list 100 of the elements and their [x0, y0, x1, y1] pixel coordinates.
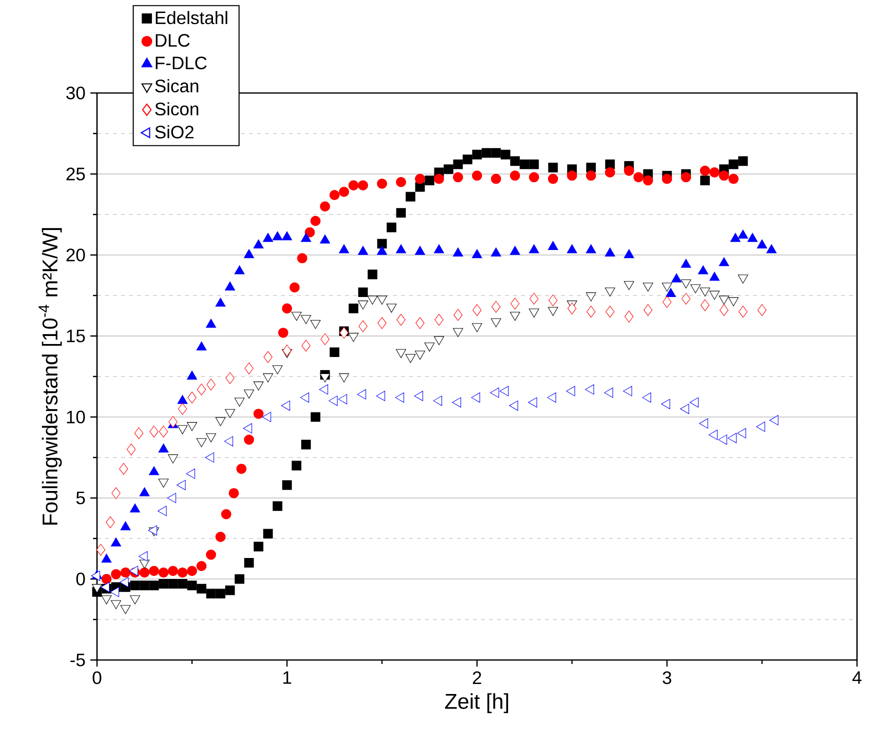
point [253, 239, 264, 248]
point [101, 595, 112, 604]
point [228, 488, 239, 498]
point [168, 416, 178, 428]
point [510, 312, 520, 321]
point [490, 174, 502, 184]
point [566, 244, 578, 254]
point [698, 265, 708, 274]
point [206, 550, 216, 560]
point [358, 287, 368, 298]
point [329, 190, 340, 200]
point [680, 172, 692, 182]
point [462, 154, 472, 164]
point [700, 176, 710, 186]
point [186, 566, 198, 576]
point [148, 466, 160, 476]
point [348, 304, 358, 314]
point [415, 182, 425, 192]
point [167, 492, 176, 504]
point [414, 174, 426, 184]
point [624, 166, 634, 176]
point [444, 164, 454, 174]
point [300, 232, 312, 242]
point [320, 234, 330, 244]
point [510, 170, 520, 181]
point [338, 373, 350, 382]
point [434, 174, 444, 184]
point [120, 605, 131, 614]
point [747, 232, 758, 242]
point [338, 244, 350, 254]
point [358, 246, 368, 255]
y-tick-label: 0 [76, 572, 85, 586]
point [262, 373, 274, 382]
point [548, 162, 558, 172]
point [168, 454, 178, 464]
point [482, 148, 492, 158]
x-tick-label: 4 [852, 671, 862, 684]
x-tick-label: 0 [92, 671, 102, 684]
point [278, 328, 288, 338]
point [168, 566, 178, 576]
point [700, 166, 710, 176]
point [253, 382, 264, 390]
point [472, 150, 482, 160]
point [304, 227, 315, 238]
point [234, 398, 245, 407]
point [604, 248, 616, 256]
point [168, 579, 178, 589]
point [338, 186, 350, 197]
point [158, 444, 169, 452]
point [490, 318, 502, 328]
point [642, 175, 654, 186]
point [424, 176, 434, 186]
point [766, 244, 777, 254]
point [262, 232, 274, 242]
point [158, 579, 168, 589]
point [177, 425, 188, 434]
point [272, 501, 282, 511]
point [110, 569, 122, 580]
y-axis-title: Foulingwiderstand [10$^{-4}$ m²K/W] [38, 228, 62, 525]
point [548, 241, 558, 250]
y-tick-label: 10 [66, 410, 85, 424]
point [205, 452, 214, 463]
legend-label: Sican [155, 79, 198, 92]
point [666, 288, 676, 297]
point [320, 201, 330, 212]
point [282, 231, 292, 240]
point [586, 170, 596, 181]
point [149, 580, 159, 590]
point [282, 303, 292, 314]
point [206, 588, 216, 598]
point [376, 246, 388, 255]
point [224, 282, 236, 290]
point [728, 159, 738, 170]
point [196, 560, 207, 572]
x-tick-label: 1 [283, 671, 292, 684]
point [92, 584, 102, 593]
point [376, 178, 388, 189]
point [528, 244, 540, 254]
point [340, 326, 348, 339]
point [244, 249, 254, 258]
point [709, 272, 720, 281]
point [709, 167, 720, 178]
point [297, 253, 308, 264]
point [101, 574, 112, 584]
point [414, 246, 426, 255]
point [196, 341, 207, 350]
point [662, 174, 672, 184]
legend-label: F-DLC [156, 56, 207, 70]
point [730, 232, 741, 242]
point [263, 528, 273, 538]
point [368, 270, 378, 280]
point [236, 464, 246, 474]
point [139, 560, 150, 569]
point [215, 532, 226, 542]
point [568, 302, 576, 314]
point [216, 588, 226, 598]
point [348, 180, 359, 190]
x-tick-label: 2 [472, 671, 482, 684]
point [292, 460, 302, 470]
point [510, 246, 520, 255]
